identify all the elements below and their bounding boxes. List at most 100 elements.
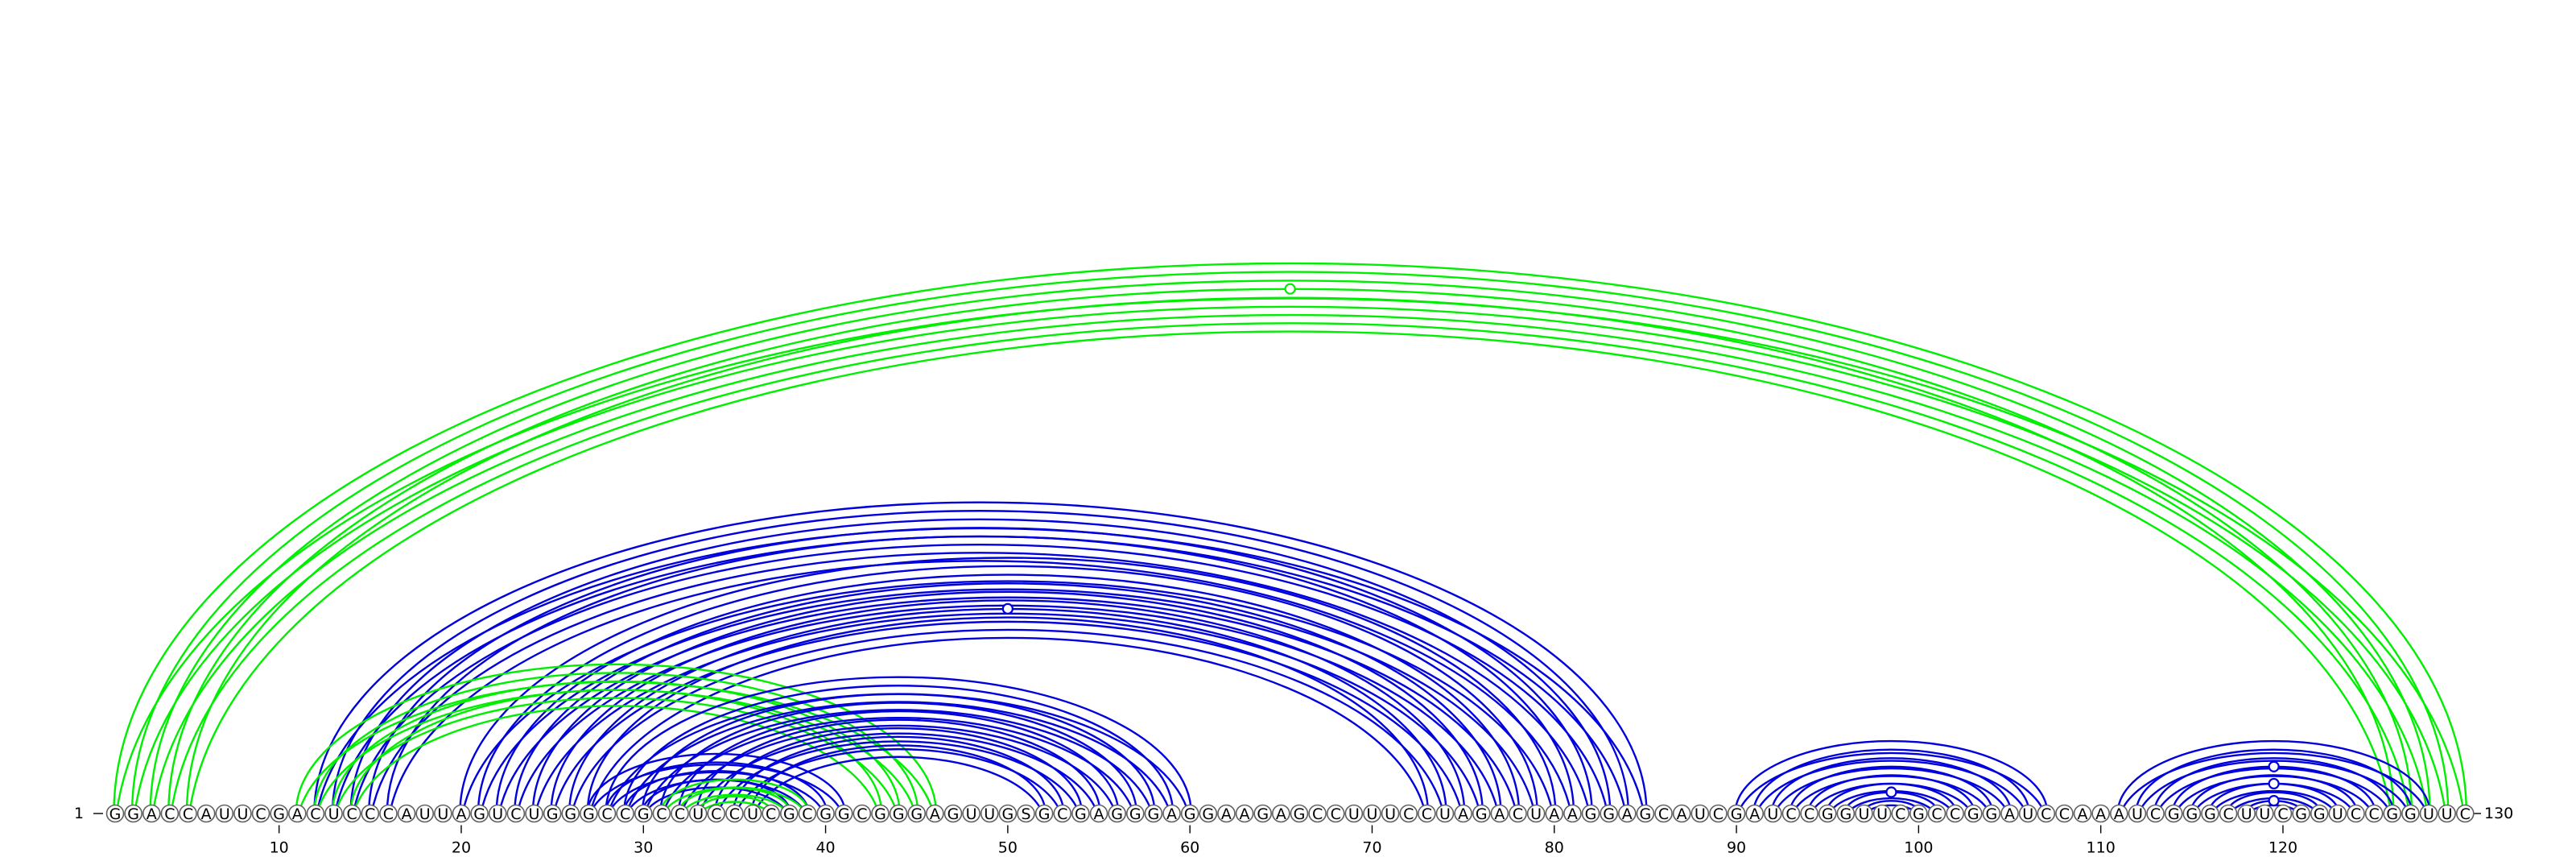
nucleotide-107: C bbox=[2037, 804, 2056, 823]
arc-31-39-outer bbox=[659, 778, 810, 814]
nucleotide-circle bbox=[1800, 804, 1818, 823]
nucleotide-circle bbox=[1217, 804, 1236, 823]
nucleotide-47: G bbox=[943, 804, 963, 823]
nucleotide-circle bbox=[2091, 804, 2110, 823]
nucleotide-circle bbox=[1672, 804, 1691, 823]
nucleotide-letter: C bbox=[2150, 805, 2161, 823]
nucleotide-81: A bbox=[1563, 804, 1582, 823]
arc-111-128-outer bbox=[2116, 739, 2431, 814]
nucleotide-15: C bbox=[361, 804, 380, 823]
nucleotide-108: C bbox=[2055, 804, 2074, 823]
nucleotide-circle bbox=[233, 804, 252, 823]
nucleotide-6: A bbox=[196, 804, 216, 823]
nucleotide-121: G bbox=[2292, 804, 2310, 823]
nucleotide-circle bbox=[434, 804, 452, 823]
nucleotide-circle bbox=[1581, 804, 1600, 823]
nucleotide-circle bbox=[1071, 804, 1090, 823]
nucleotide-127: G bbox=[2401, 804, 2420, 823]
nucleotide-2: G bbox=[124, 804, 142, 823]
nucleotide-5: C bbox=[179, 804, 197, 823]
nucleotide-letter: U bbox=[1367, 805, 1378, 823]
nucleotide-63: A bbox=[1235, 804, 1254, 823]
nucleotide-letter: G bbox=[947, 805, 960, 823]
nucleotide-letter: U bbox=[2423, 805, 2434, 823]
nucleotide-letter: C bbox=[857, 805, 867, 823]
nucleotide-circle bbox=[470, 804, 489, 823]
tick-label: 60 bbox=[1180, 839, 1199, 857]
nucleotide-circle bbox=[2328, 804, 2347, 823]
nucleotide-circle bbox=[287, 804, 307, 823]
tick-80: 80 bbox=[1545, 825, 1564, 857]
backbone-layer: 1 130 bbox=[74, 805, 2513, 822]
nucleotide-letter: C bbox=[2041, 805, 2051, 823]
nucleotide-letter: U bbox=[692, 805, 704, 823]
nucleotide-letter: U bbox=[984, 805, 995, 823]
nucleotide-91: A bbox=[1745, 804, 1764, 823]
arc-31-57-outer bbox=[659, 702, 1138, 814]
nucleotide-letter: C bbox=[1713, 805, 1724, 823]
nucleotide-78: C bbox=[1509, 804, 1527, 823]
arc-33-55-outer bbox=[696, 718, 1101, 814]
nucleotide-51: S bbox=[1017, 804, 1035, 823]
arc-14-43-inner bbox=[352, 705, 881, 814]
nucleotide-70: U bbox=[1363, 804, 1381, 823]
nucleotide-letter: A bbox=[402, 805, 412, 823]
nucleotide-circle bbox=[652, 804, 671, 823]
nucleotide-circle bbox=[1855, 804, 1873, 823]
arc-2-129-outer bbox=[130, 271, 2450, 814]
arc-96-101-inner bbox=[1846, 797, 1937, 814]
tick-label: 40 bbox=[815, 839, 835, 857]
nucleotide-59: A bbox=[1162, 804, 1181, 823]
arc-28-60-outer bbox=[605, 676, 1192, 814]
nucleotide-42: C bbox=[852, 804, 872, 823]
nucleotide-36: U bbox=[743, 804, 762, 823]
nucleotide-circle bbox=[124, 804, 142, 823]
nucleotide-115: G bbox=[2182, 804, 2202, 823]
nucleotide-letter: G bbox=[838, 805, 850, 823]
nucleotide-circle bbox=[2201, 804, 2219, 823]
nucleotide-circle bbox=[1490, 804, 1509, 823]
nucleotide-112: U bbox=[2128, 804, 2147, 823]
nucleotide-19: U bbox=[434, 804, 452, 823]
arc-26-74-inner bbox=[571, 628, 1445, 814]
arc-14-43-outer bbox=[349, 689, 883, 814]
nucleotide-circle bbox=[142, 804, 161, 823]
nucleotide-106: U bbox=[2018, 804, 2037, 823]
nucleotide-circle bbox=[743, 804, 762, 823]
nucleotide-letter: G bbox=[1822, 805, 1834, 823]
tick-label: 100 bbox=[1904, 839, 1933, 857]
nucleotide-circle bbox=[1891, 804, 1910, 823]
nucleotide-letter: G bbox=[1476, 805, 1488, 823]
nucleotide-letter: A bbox=[2114, 805, 2124, 823]
nucleotide-letter: C bbox=[2059, 805, 2070, 823]
nucleotide-circle bbox=[980, 804, 999, 823]
nucleotide-letter: G bbox=[1640, 805, 1652, 823]
nucleotide-circle bbox=[1053, 804, 1072, 823]
nucleotide-letter: C bbox=[620, 805, 630, 823]
nucleotide-90: G bbox=[1727, 804, 1746, 823]
nucleotide-letter: C bbox=[1403, 805, 1414, 823]
nucleotide-letter: C bbox=[1331, 805, 1341, 823]
nucleotide-letter: C bbox=[1513, 805, 1523, 823]
arc-111-128-inner bbox=[2119, 751, 2429, 814]
arc-112-127-outer bbox=[2135, 748, 2413, 814]
nucleotide-letter: G bbox=[547, 805, 559, 823]
nucleotide-circle bbox=[580, 804, 598, 823]
arc-35-53-inner bbox=[734, 747, 1063, 814]
nucleotide-circle bbox=[871, 804, 890, 823]
nucleotide-113: C bbox=[2146, 804, 2165, 823]
nucleotide-letter: U bbox=[237, 805, 248, 823]
nucleotide-letter: A bbox=[1494, 805, 1505, 823]
arc-20-80-outer bbox=[459, 557, 1557, 814]
nucleotide-letter: G bbox=[1129, 805, 1141, 823]
arc-14-83-outer bbox=[349, 518, 1612, 814]
nucleotide-8: U bbox=[233, 804, 252, 823]
nucleotide-letter: C bbox=[1785, 805, 1796, 823]
nucleotide-circle bbox=[306, 804, 325, 823]
nucleotide-circle bbox=[105, 804, 125, 823]
arc-27-73-outer bbox=[586, 616, 1430, 814]
nucleotide-52: G bbox=[1034, 804, 1054, 823]
nucleotide-letter: G bbox=[1294, 805, 1306, 823]
nucleotide-97: U bbox=[1855, 804, 1873, 823]
nucleotide-114: G bbox=[2164, 804, 2183, 823]
